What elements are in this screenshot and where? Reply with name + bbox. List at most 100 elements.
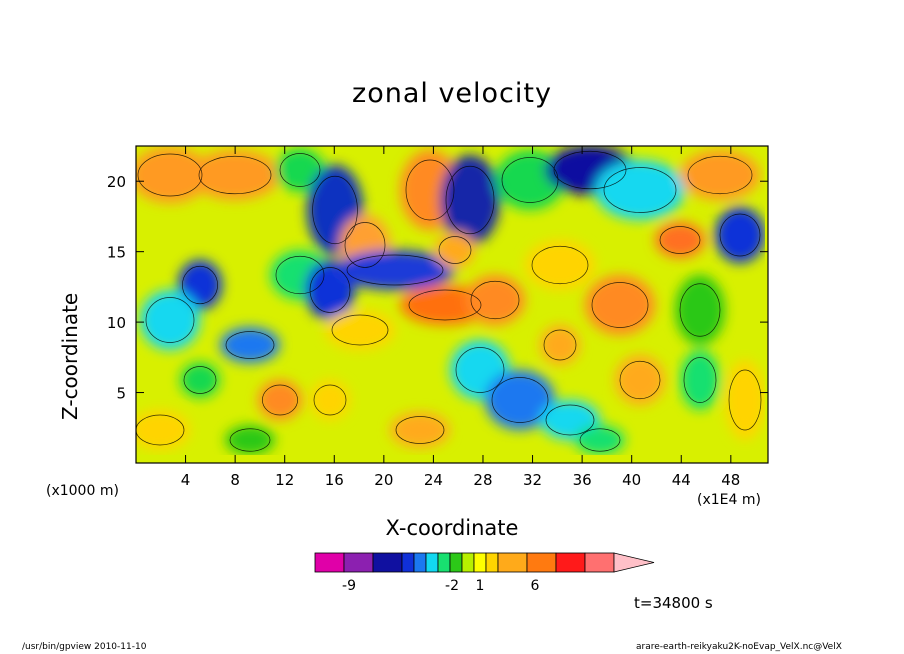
y-tick-label-10: 10 xyxy=(107,314,126,332)
contour-28 xyxy=(455,347,505,393)
field-cell-31 xyxy=(615,355,665,405)
field-cell-22 xyxy=(675,275,725,345)
field-cell-2 xyxy=(275,148,325,192)
field-cell-17 xyxy=(335,250,455,290)
time-label: t=34800 s xyxy=(634,594,713,612)
footer-left: /usr/bin/gpview 2010-11-10 xyxy=(22,642,147,652)
field-cell-29 xyxy=(485,370,555,430)
field-cell-1 xyxy=(190,150,280,200)
contour-5 xyxy=(405,159,455,221)
contour-2 xyxy=(279,153,321,187)
field-cell-34 xyxy=(136,410,190,450)
x-tick-label-4: 4 xyxy=(181,471,191,489)
colorbar-label--9: -9 xyxy=(342,578,356,594)
field-cell-20 xyxy=(525,240,595,290)
colorbar-segment-10 xyxy=(485,552,499,573)
contour-1 xyxy=(198,155,272,195)
contour-33 xyxy=(395,416,445,444)
colorbar-label-1: 1 xyxy=(476,578,485,594)
colorbar-segment-9 xyxy=(473,552,487,573)
x-tick-label-40: 40 xyxy=(622,471,641,489)
field-cell-19 xyxy=(465,275,525,325)
contour-24 xyxy=(225,331,275,359)
field-cell-0 xyxy=(136,147,210,203)
field-cell-25 xyxy=(180,362,220,398)
y-axis-unit: (x1000 m) xyxy=(46,483,119,499)
colorbar-label-6: 6 xyxy=(531,578,540,594)
contour-21 xyxy=(591,282,649,328)
x-tick-label-48: 48 xyxy=(721,471,740,489)
x-axis-label: X-coordinate xyxy=(385,516,519,540)
contour-16 xyxy=(309,267,351,313)
x-tick-label-28: 28 xyxy=(473,471,492,489)
colorbar: -9 -2 1 6 xyxy=(314,552,655,594)
contour-29 xyxy=(491,377,549,423)
x-tick-label-32: 32 xyxy=(523,471,542,489)
x-tick-label-12: 12 xyxy=(275,471,294,489)
field-cell-24 xyxy=(220,327,280,363)
contour-13 xyxy=(182,265,218,305)
contour-22 xyxy=(679,283,721,337)
contour-20 xyxy=(531,245,589,285)
field-cell-9 xyxy=(595,160,685,220)
contour-15 xyxy=(275,255,325,295)
contour-32 xyxy=(683,357,717,403)
colorbar-segment-2 xyxy=(372,552,403,573)
field-cell-32 xyxy=(680,350,720,410)
colorbar-segment-4 xyxy=(413,552,427,573)
field-cell-27 xyxy=(310,380,350,420)
contour-10 xyxy=(687,155,753,195)
x-tick-label-16: 16 xyxy=(325,471,344,489)
y-tick-label-20: 20 xyxy=(107,173,126,191)
field-cell-6 xyxy=(440,155,500,245)
contour-6 xyxy=(445,165,495,235)
contour-37 xyxy=(728,369,762,431)
contour-12 xyxy=(659,226,701,254)
contour-26 xyxy=(262,384,298,416)
field-cell-38 xyxy=(435,232,475,268)
chart-title: zonal velocity xyxy=(352,78,552,109)
contour-4 xyxy=(344,222,386,268)
contour-30 xyxy=(545,404,595,436)
contour-35 xyxy=(229,428,271,452)
x-tick-label-36: 36 xyxy=(573,471,592,489)
field-cell-36 xyxy=(575,425,625,455)
field-cell-39 xyxy=(540,325,580,365)
contour-25 xyxy=(183,366,217,394)
field-cell-23 xyxy=(325,310,395,350)
colorbar-segment-8 xyxy=(461,552,475,573)
contour-17 xyxy=(346,254,444,286)
x-tick-label-24: 24 xyxy=(424,471,443,489)
contour-18 xyxy=(408,289,482,321)
x-axis-unit: (x1E4 m) xyxy=(697,492,761,508)
colorbar-segment-3 xyxy=(401,552,415,573)
plot-frame xyxy=(135,145,769,464)
field-cell-10 xyxy=(680,150,760,200)
x-tick-label-20: 20 xyxy=(374,471,393,489)
y-tick-label-15: 15 xyxy=(107,244,126,262)
colorbar-segment-14 xyxy=(584,552,615,573)
x-tick-label-44: 44 xyxy=(672,471,691,489)
colorbar-segment-0 xyxy=(314,552,345,573)
field-cell-14 xyxy=(140,290,200,350)
colorbar-segment-13 xyxy=(555,552,586,573)
y-tick-label-5: 5 xyxy=(116,385,126,403)
field-cell-35 xyxy=(225,425,275,455)
x-tick-label-8: 8 xyxy=(230,471,240,489)
contour-11 xyxy=(719,213,761,257)
contour-27 xyxy=(313,384,347,416)
contour-7 xyxy=(501,157,559,203)
contour-19 xyxy=(470,280,520,320)
field-cell-21 xyxy=(585,275,655,335)
contour-23 xyxy=(331,314,389,346)
contour-9 xyxy=(603,167,677,213)
colorbar-segment-5 xyxy=(425,552,439,573)
field-cell-12 xyxy=(655,222,705,258)
contour-39 xyxy=(543,329,577,361)
contour-36 xyxy=(579,428,621,452)
contour-0 xyxy=(137,153,203,197)
contour-3 xyxy=(312,175,358,245)
footer-right: arare-earth-reikyaku2K-noEvap_VelX.nc@Ve… xyxy=(636,642,842,652)
